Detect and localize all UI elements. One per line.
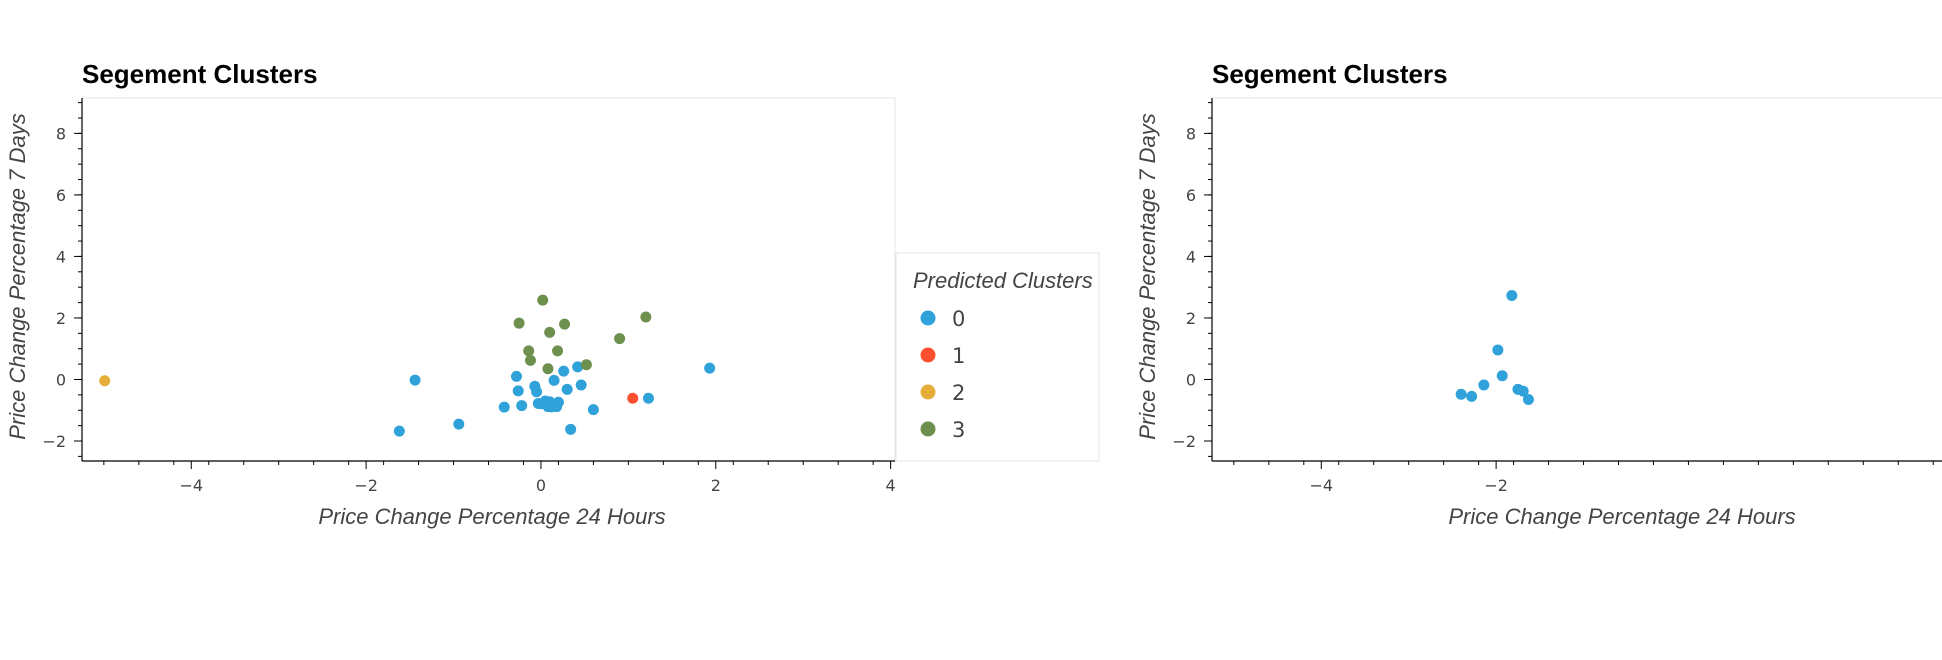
- x-tick-label: 4: [886, 476, 896, 495]
- legend-title: Predicted Clusters: [913, 268, 1093, 293]
- data-point: [565, 423, 577, 435]
- series-0: [393, 361, 716, 437]
- y-tick-label: 2: [56, 309, 66, 328]
- data-point: [580, 359, 592, 371]
- legend-swatch: [920, 310, 936, 326]
- y-tick-label: 0: [1186, 370, 1196, 389]
- y-tick-label: 4: [1186, 247, 1196, 266]
- data-point: [531, 386, 543, 398]
- legend-swatch: [920, 384, 936, 400]
- y-tick-label: 2: [1186, 309, 1196, 328]
- plot-frame: [81, 97, 896, 462]
- data-point: [516, 400, 528, 412]
- x-tick-label: −4: [1309, 476, 1333, 495]
- data-point: [512, 385, 524, 397]
- data-point: [575, 379, 587, 391]
- data-point: [524, 354, 536, 366]
- x-tick-label: −2: [354, 476, 378, 495]
- x-tick-label: −4: [179, 476, 203, 495]
- data-point: [548, 374, 560, 386]
- y-tick-label: −2: [1172, 432, 1196, 451]
- series-3: [513, 294, 652, 375]
- x-axis-label: Price Change Percentage 24 Hours: [1448, 504, 1795, 529]
- legend-swatch: [920, 347, 936, 363]
- data-point: [640, 311, 652, 323]
- data-point: [552, 396, 564, 408]
- series-1: [627, 392, 639, 404]
- scatter-chart-1: Segement Clusters −2 0 2 4 6 8 −4 −2 Price Change…: [1135, 59, 1942, 529]
- data-point: [1455, 388, 1467, 400]
- chart-title: Segement Clusters: [1212, 59, 1448, 89]
- legend-entry-label: 2: [952, 381, 965, 405]
- y-tick-label: 4: [56, 247, 66, 266]
- data-point: [559, 318, 571, 330]
- chart-panels: Segement Clusters −2 0 2 4 6 8 −4 −2 0 2 4 Price Cha…: [5, 59, 1942, 529]
- data-point: [1492, 344, 1504, 356]
- data-point: [99, 375, 111, 387]
- y-tick-label: 6: [1186, 186, 1196, 205]
- x-tick-label: 0: [536, 476, 546, 495]
- data-point: [513, 317, 525, 329]
- data-point: [498, 401, 510, 413]
- data-point: [642, 392, 654, 404]
- data-point: [393, 425, 405, 437]
- data-point: [1506, 289, 1518, 301]
- chart-title: Segement Clusters: [82, 59, 318, 89]
- series-0: [1455, 289, 1534, 405]
- legend: Predicted Clusters 0 1 2 3: [895, 252, 1100, 462]
- x-axis-label: Price Change Percentage 24 Hours: [318, 504, 665, 529]
- data-point: [453, 418, 465, 430]
- data-point: [1522, 393, 1534, 405]
- plot-frame: [1211, 97, 1942, 462]
- data-point: [523, 345, 535, 357]
- y-tick-label: 8: [56, 124, 66, 143]
- y-tick-label: −2: [42, 432, 66, 451]
- y-axis-label: Price Change Percentage 7 Days: [5, 113, 30, 440]
- y-tick-label: 8: [1186, 124, 1196, 143]
- data-point: [542, 363, 554, 375]
- data-point: [1466, 390, 1478, 402]
- scatter-chart-0: Segement Clusters −2 0 2 4 6 8 −4 −2 0 2 4 Price Cha…: [5, 59, 1100, 529]
- data-point: [537, 294, 549, 306]
- data-point: [1517, 385, 1529, 397]
- data-point: [552, 345, 564, 357]
- data-point: [561, 383, 573, 395]
- data-point: [409, 374, 421, 386]
- x-tick-label: 2: [711, 476, 721, 495]
- data-point: [587, 404, 599, 416]
- data-point: [510, 370, 522, 382]
- legend-entry-label: 1: [952, 344, 965, 368]
- data-point: [1478, 379, 1490, 391]
- y-tick-label: 6: [56, 186, 66, 205]
- data-point: [544, 326, 556, 338]
- data-point: [572, 361, 584, 373]
- legend-entry-label: 3: [952, 418, 965, 442]
- series-2: [99, 375, 111, 387]
- y-axis-label: Price Change Percentage 7 Days: [1135, 113, 1160, 440]
- x-tick-label: −2: [1484, 476, 1508, 495]
- data-point: [1496, 370, 1508, 382]
- legend-entry-label: 0: [952, 307, 965, 331]
- data-point: [558, 365, 570, 377]
- legend-swatch: [920, 421, 936, 437]
- data-point: [627, 392, 639, 404]
- data-point: [614, 333, 626, 345]
- y-tick-label: 0: [56, 370, 66, 389]
- data-point: [704, 362, 716, 374]
